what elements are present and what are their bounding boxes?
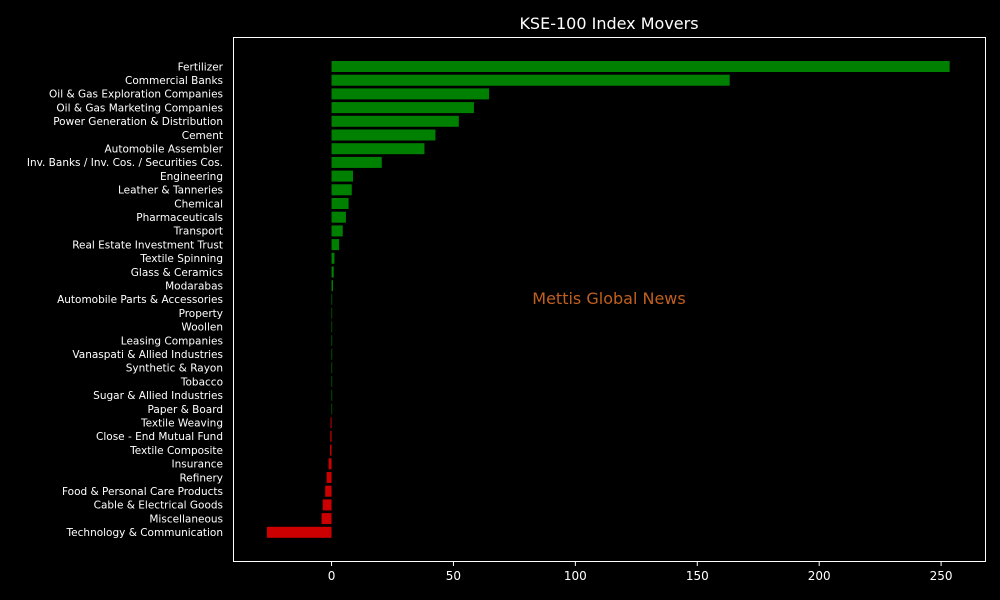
category-label: Fertilizer <box>178 61 224 73</box>
category-labels: Fertilizer Commercial Banks Oil & Gas Expl… <box>27 61 224 539</box>
category-label: Refinery <box>179 472 223 484</box>
category-label: Chemical <box>174 198 223 210</box>
x-tick-label: 50 <box>446 569 461 583</box>
category-label: Cable & Electrical Goods <box>94 500 223 512</box>
bar-21 <box>331 348 333 360</box>
bar-32 <box>322 499 332 511</box>
bar-13 <box>331 239 340 251</box>
plot-frame <box>233 37 986 562</box>
category-label: Synthetic & Rayon <box>126 363 223 375</box>
category-label: Textile Weaving <box>140 418 223 430</box>
category-label: Oil & Gas Exploration Companies <box>49 89 223 101</box>
bar-12 <box>331 225 343 237</box>
category-label: Textile Composite <box>129 445 223 457</box>
category-label: Cement <box>182 130 223 142</box>
category-label: Engineering <box>160 171 223 183</box>
bar-18 <box>331 307 333 319</box>
category-label: Leather & Tanneries <box>118 185 223 197</box>
bar-8 <box>331 170 353 182</box>
category-label: Commercial Banks <box>125 75 223 87</box>
category-label: Real Estate Investment Trust <box>72 239 223 251</box>
bar-0 <box>331 61 950 72</box>
bar-17 <box>331 293 333 305</box>
category-label: Glass & Ceramics <box>131 267 223 279</box>
bar-28 <box>330 444 332 456</box>
bar-9 <box>331 184 352 196</box>
category-label: Textile Spinning <box>139 253 223 265</box>
category-label: Tobacco <box>180 376 223 388</box>
category-label: Paper & Board <box>148 404 223 416</box>
category-label: Leasing Companies <box>121 335 223 347</box>
bar-26 <box>330 417 332 429</box>
bar-29 <box>328 458 332 470</box>
x-tick-label: 150 <box>686 569 709 583</box>
bar-10 <box>331 198 349 209</box>
category-label: Inv. Banks / Inv. Cos. / Securities Cos. <box>27 157 223 169</box>
bar-14 <box>331 252 335 264</box>
bar-5 <box>331 129 436 141</box>
category-label: Food & Personal Care Products <box>62 486 223 498</box>
category-label: Close - End Mutual Fund <box>96 431 223 443</box>
bar-22 <box>331 362 333 374</box>
bar-16 <box>331 280 333 292</box>
category-label: Power Generation & Distribution <box>53 116 223 128</box>
category-label: Automobile Parts & Accessories <box>57 294 223 306</box>
bar-33 <box>321 513 332 525</box>
bar-4 <box>331 115 459 127</box>
bar-25 <box>331 403 333 415</box>
category-label: Technology & Communication <box>66 527 223 539</box>
bar-2 <box>331 88 490 100</box>
bar-1 <box>331 74 730 86</box>
category-label: Insurance <box>171 459 223 471</box>
bar-23 <box>331 376 333 388</box>
category-label: Sugar & Allied Industries <box>93 390 223 402</box>
bar-15 <box>331 266 334 278</box>
category-label: Modarabas <box>165 281 223 293</box>
bar-3 <box>331 102 474 114</box>
bar-7 <box>331 156 382 168</box>
bar-6 <box>331 143 425 155</box>
bar-31 <box>325 485 332 497</box>
x-tick-label: 200 <box>808 569 831 583</box>
category-label: Vanaspati & Allied Industries <box>72 349 223 361</box>
category-label: Pharmaceuticals <box>136 212 223 224</box>
bar-34 <box>266 526 332 538</box>
x-axis-ticks: 0 50 100 150 200 250 <box>328 561 953 583</box>
x-tick-label: 0 <box>328 569 336 583</box>
bar-11 <box>331 211 346 223</box>
bar-19 <box>331 321 333 333</box>
watermark-text: Mettis Global News <box>532 289 685 308</box>
x-tick-label: 100 <box>564 569 587 583</box>
category-label: Property <box>179 308 223 320</box>
bar-24 <box>331 389 333 401</box>
category-label: Automobile Assembler <box>105 144 224 156</box>
bar-27 <box>330 430 332 442</box>
category-label: Miscellaneous <box>149 513 223 525</box>
x-tick-label: 250 <box>930 569 953 583</box>
chart-title: KSE-100 Index Movers <box>519 14 698 33</box>
bar-30 <box>326 472 332 483</box>
category-label: Oil & Gas Marketing Companies <box>56 102 223 114</box>
bar-20 <box>331 335 333 346</box>
category-label: Woollen <box>181 322 223 334</box>
bars-group <box>266 61 950 538</box>
category-label: Transport <box>173 226 223 238</box>
